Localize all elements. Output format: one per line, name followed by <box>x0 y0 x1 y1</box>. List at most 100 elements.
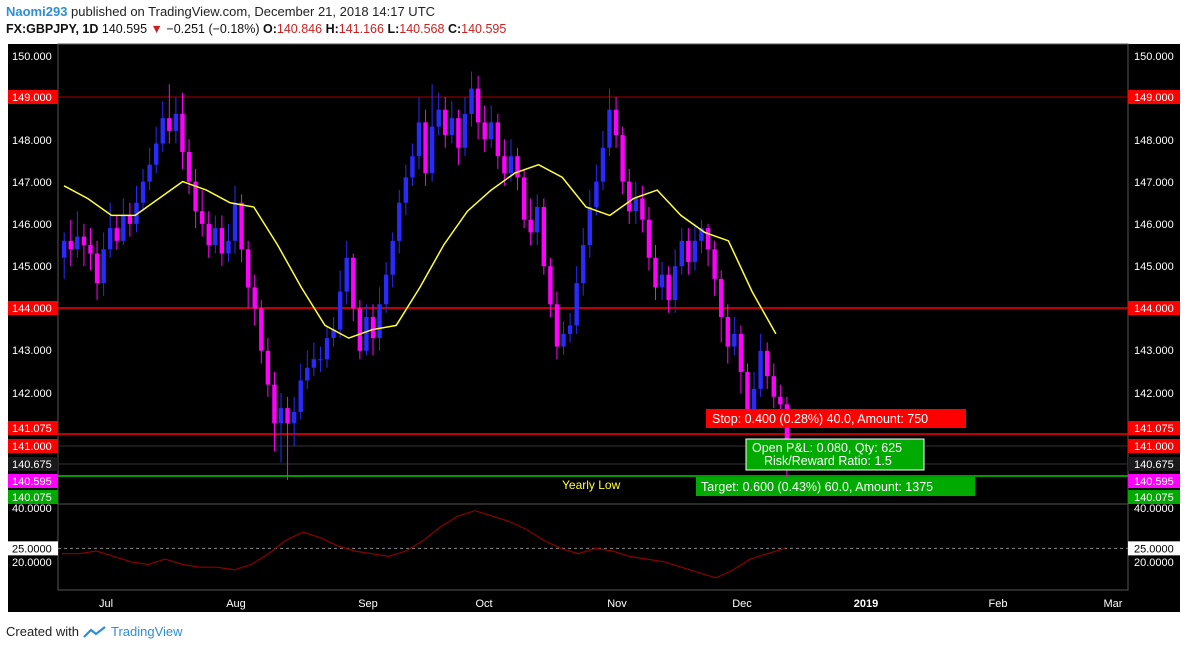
candle-body <box>607 109 612 148</box>
candle-body <box>456 118 461 148</box>
rsi-line <box>62 510 785 579</box>
target-box <box>696 477 975 496</box>
candle-body <box>719 278 724 317</box>
y-tick-box-right-149.000 <box>1128 90 1180 104</box>
risk-reward-label: Risk/Reward Ratio: 1.5 <box>764 454 892 468</box>
candle-body <box>764 350 770 377</box>
candle-body <box>633 198 638 212</box>
y-tick-left-142.000: 142.000 <box>12 388 52 400</box>
y-tick-box-left-140.075 <box>8 490 58 504</box>
last-price: 140.595 <box>101 22 148 36</box>
y-tick-right-147.000: 147.000 <box>1134 177 1174 189</box>
candle-body <box>620 135 625 182</box>
candle-body <box>600 147 606 182</box>
candle-body <box>94 253 100 284</box>
candle-body <box>239 202 244 250</box>
y-tick-right-149.000: 149.000 <box>1134 92 1174 104</box>
candle-body <box>738 333 744 372</box>
candle-body <box>232 202 238 241</box>
candle-body <box>193 181 198 212</box>
y-tick-box-left-149.000 <box>8 90 58 104</box>
candle-body <box>771 376 776 397</box>
candle-body <box>673 266 678 301</box>
candle-body <box>226 240 231 254</box>
y-tick-right-144.000: 144.000 <box>1134 303 1174 315</box>
candle-body <box>541 206 547 267</box>
y-tick-left-149.000: 149.000 <box>12 92 52 104</box>
candle-body <box>410 156 415 178</box>
candle-body <box>160 118 165 144</box>
candle-body <box>81 236 87 246</box>
y-tick-right-141.000: 141.000 <box>1134 441 1174 453</box>
y-tick-left-140.075: 140.075 <box>12 492 52 504</box>
candle-body <box>62 240 67 258</box>
y-tick-left-148.000: 148.000 <box>12 135 52 147</box>
candle-body <box>659 274 665 288</box>
y-tick-box-right-141.075 <box>1128 421 1180 435</box>
rsi-tick-left-20.0000: 20.0000 <box>12 557 52 569</box>
y-tick-box-left-141.000 <box>8 439 58 453</box>
symbol-label: FX:GBPJPY, 1D <box>6 22 99 36</box>
candle-body <box>75 236 80 250</box>
y-tick-left-141.000: 141.000 <box>12 441 52 453</box>
y-tick-right-140.075: 140.075 <box>1134 492 1174 504</box>
y-tick-right-146.000: 146.000 <box>1134 219 1174 231</box>
candle-body <box>646 219 652 258</box>
candle-body <box>272 384 277 424</box>
candle-body <box>443 109 448 136</box>
y-tick-right-143.000: 143.000 <box>1134 345 1174 357</box>
candle-body <box>502 156 507 174</box>
x-tick-2019: 2019 <box>854 598 878 610</box>
candle-body <box>206 223 211 246</box>
candle-body <box>298 380 303 412</box>
candle-body <box>495 122 501 157</box>
candle-body <box>107 228 113 250</box>
y-tick-left-143.000: 143.000 <box>12 345 52 357</box>
price-chart[interactable]: 150.000 149.000 148.000 147.000 146.000 145.0… <box>0 0 1188 620</box>
x-tick-Dec: Dec <box>732 598 752 610</box>
candle-body <box>712 249 717 279</box>
candle-body <box>291 411 297 424</box>
candle-body <box>199 211 205 224</box>
y-tick-right-141.075: 141.075 <box>1134 423 1174 435</box>
x-tick-Mar: Mar <box>1104 598 1123 610</box>
y-tick-right-142.000: 142.000 <box>1134 388 1174 400</box>
y-tick-right-150.000: 150.000 <box>1134 51 1174 63</box>
x-tick-Feb: Feb <box>989 598 1008 610</box>
candle-body <box>416 122 422 157</box>
y-tick-left-141.075: 141.075 <box>12 423 52 435</box>
candle-body <box>640 198 645 220</box>
target-label: Target: 0.600 (0.43%) 60.0, Amount: 1375 <box>701 480 933 494</box>
candle-body <box>127 215 133 224</box>
candle-body <box>548 266 553 305</box>
published-text: published on TradingView.com, December 2… <box>71 4 436 19</box>
candle-body <box>344 257 349 292</box>
candle-body <box>469 88 474 114</box>
candle-body <box>114 228 119 241</box>
yearly-low-label: Yearly Low <box>562 478 621 492</box>
candle-body <box>699 228 704 241</box>
y-tick-box-right-140.595 <box>1128 474 1180 488</box>
tradingview-brand[interactable]: TradingView <box>110 624 183 639</box>
open-value: 140.846 <box>276 22 323 36</box>
candle-body <box>134 202 139 224</box>
y-tick-right-140.595: 140.595 <box>1134 476 1174 488</box>
candle-body <box>423 122 428 174</box>
pnl-box[interactable] <box>745 438 925 471</box>
candle-body <box>429 126 435 174</box>
candle-body <box>732 333 737 347</box>
open-label: O: <box>263 22 277 36</box>
author-link[interactable]: Naomi293 <box>6 4 68 19</box>
candle-body <box>305 367 310 381</box>
candle-body <box>482 122 487 140</box>
candle-body <box>337 291 343 330</box>
candle-body <box>581 245 586 284</box>
candle-body <box>370 316 376 339</box>
candle-body <box>397 202 402 241</box>
rsi-tick-left-40.0000: 40.0000 <box>12 503 52 515</box>
candle-body <box>679 240 684 267</box>
publish-line: Naomi293 published on TradingView.com, D… <box>6 4 435 19</box>
candle-body <box>462 113 468 148</box>
candle-body <box>686 240 691 262</box>
stop-label: Stop: 0.400 (0.28%) 40.0, Amount: 750 <box>712 412 928 426</box>
